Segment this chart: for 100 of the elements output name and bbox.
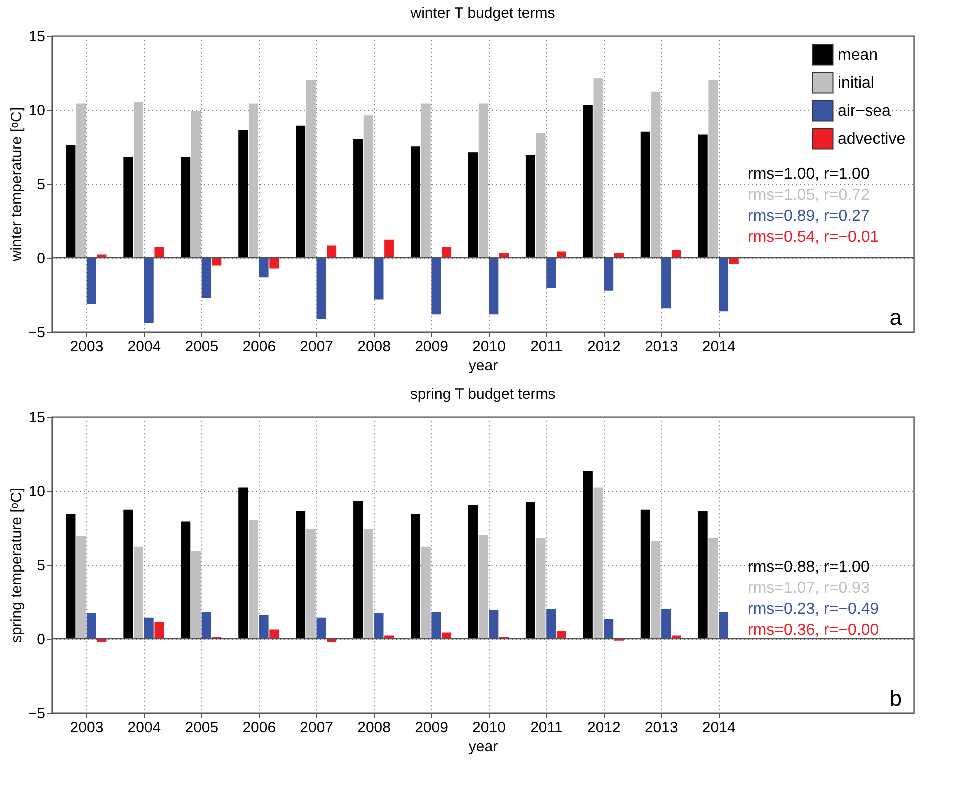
bar: [594, 488, 604, 640]
y-tick-label: 5: [37, 558, 46, 574]
bar: [478, 104, 488, 258]
bar: [468, 152, 478, 258]
bar: [583, 471, 593, 640]
chart-title: spring T budget terms: [410, 386, 556, 403]
x-tick-label: 2010: [472, 338, 506, 356]
bar: [421, 104, 431, 258]
bar: [181, 157, 191, 258]
annotation: rms=0.89, r=0.27: [748, 208, 870, 225]
bar: [604, 619, 614, 640]
bar: [662, 258, 672, 309]
bar: [421, 546, 431, 640]
x-tick-label: 2005: [185, 338, 219, 356]
bar: [536, 538, 546, 640]
bar: [432, 612, 442, 640]
bar: [202, 612, 212, 640]
annotation: rms=1.07, r=0.93: [748, 580, 870, 597]
bar: [698, 511, 708, 640]
bar: [248, 104, 258, 258]
bar: [719, 612, 729, 640]
bar: [238, 130, 248, 258]
bar: [364, 529, 374, 640]
x-tick-label: 2014: [702, 720, 736, 736]
bar: [651, 92, 661, 258]
x-tick-label: 2004: [128, 338, 162, 356]
bar: [411, 514, 421, 640]
y-tick-label: 10: [28, 484, 46, 500]
bar: [354, 501, 364, 640]
bar: [489, 258, 499, 315]
bar: [468, 505, 478, 640]
bar: [86, 613, 96, 640]
bar: [327, 246, 337, 258]
bar: [134, 546, 144, 640]
x-tick-label: 2013: [644, 338, 678, 356]
x-tick-label: 2003: [70, 720, 104, 736]
y-tick-label: 0: [37, 632, 46, 648]
bar: [316, 618, 326, 640]
x-tick-label: 2013: [644, 720, 678, 736]
bar: [306, 529, 316, 640]
y-tick-label: 10: [28, 102, 46, 120]
bar: [651, 540, 661, 640]
bar: [729, 258, 739, 264]
bar: [719, 258, 729, 312]
bar: [144, 618, 154, 640]
bar: [556, 252, 566, 258]
bar: [259, 258, 269, 278]
y-tick-label: 15: [28, 28, 46, 46]
x-tick-label: 2014: [702, 338, 736, 356]
bar: [374, 258, 384, 300]
bar: [374, 613, 384, 640]
bar: [364, 116, 374, 258]
annotation: a: [890, 305, 903, 330]
bar: [583, 105, 593, 258]
bar: [478, 535, 488, 640]
bar: [640, 132, 650, 258]
bar: [191, 111, 201, 258]
legend-label: air−sea: [838, 103, 892, 120]
x-tick-label: 2009: [415, 720, 448, 736]
bar: [708, 80, 718, 258]
x-tick-label: 2007: [300, 720, 334, 736]
bar: [259, 614, 269, 640]
bar: [411, 146, 421, 258]
y-tick-label: 0: [37, 250, 46, 268]
bar: [124, 157, 134, 258]
annotation: rms=0.23, r=−0.49: [748, 601, 880, 618]
bar: [708, 538, 718, 640]
x-axis-title: year: [468, 738, 498, 756]
x-tick-label: 2007: [300, 338, 334, 356]
annotation: rms=1.00, r=1.00: [748, 166, 870, 183]
bar: [154, 622, 164, 640]
bar: [546, 258, 556, 288]
bar: [526, 502, 536, 640]
bar: [316, 258, 326, 320]
bar: [354, 139, 364, 258]
bar: [248, 520, 258, 640]
bar: [134, 102, 144, 258]
y-tick-label: 15: [28, 410, 46, 426]
x-tick-label: 2012: [587, 720, 621, 736]
bar: [154, 247, 164, 258]
x-tick-label: 2011: [530, 338, 563, 356]
bar: [384, 240, 394, 258]
bar: [526, 156, 536, 258]
y-tick-label: −5: [28, 706, 46, 722]
x-tick-label: 2008: [358, 720, 391, 736]
chart-title: winter T budget terms: [410, 5, 556, 22]
annotation: rms=0.54, r=−0.01: [748, 229, 880, 246]
x-tick-label: 2003: [70, 338, 104, 356]
bar: [76, 536, 86, 640]
bar: [296, 126, 306, 258]
x-tick-label: 2010: [472, 720, 506, 736]
y-axis-title: winter temperature [ᵒC]: [8, 107, 26, 263]
bar: [546, 609, 556, 640]
bar: [86, 258, 96, 304]
x-axis-title: year: [468, 358, 498, 374]
annotation: rms=1.05, r=0.72: [748, 187, 870, 204]
x-tick-label: 2008: [358, 338, 391, 356]
bar: [202, 258, 212, 298]
y-tick-label: 5: [37, 176, 46, 194]
bar: [640, 510, 650, 640]
